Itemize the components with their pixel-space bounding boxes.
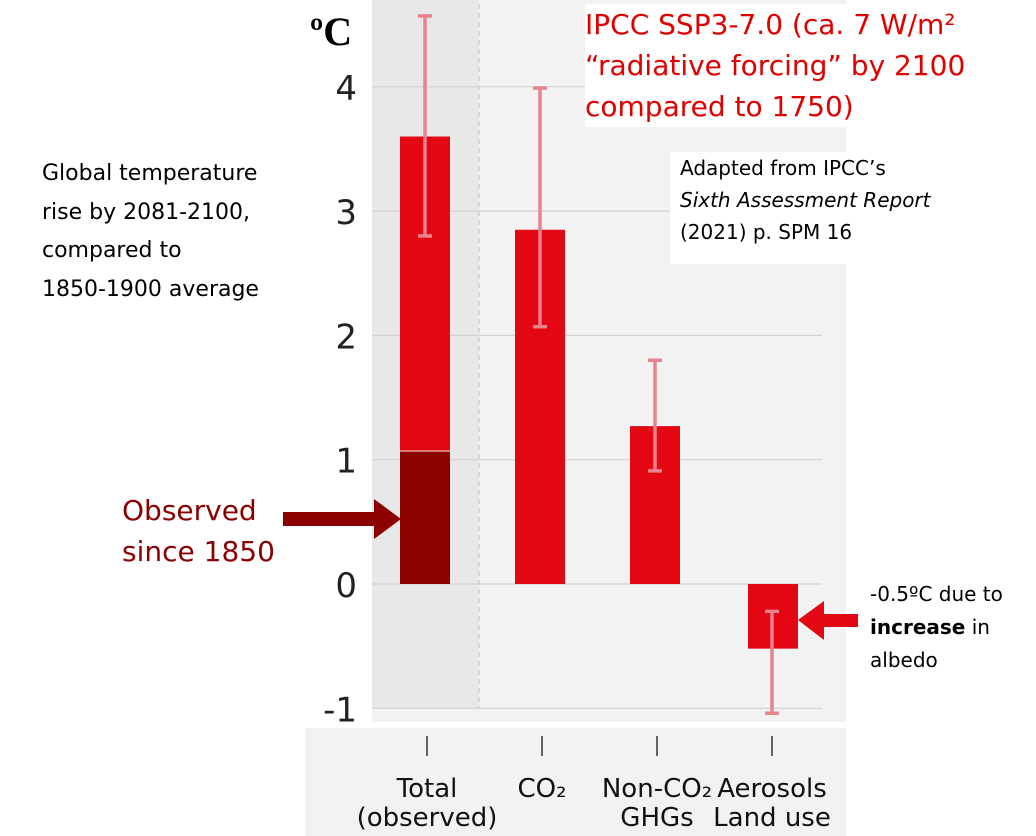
source-note: Adapted from IPCC’s Sixth Assessment Rep… [670, 152, 1000, 264]
source-note-line-3: (2021) p. SPM 16 [680, 220, 853, 244]
chart-title: IPCC SSP3-7.0 (ca. 7 W/m² “radiative for… [585, 4, 1030, 127]
description-line-4: 1850-1900 average [42, 276, 259, 302]
albedo-callout-line-3: albedo [870, 648, 938, 672]
y-tick-label: 4 [335, 69, 357, 109]
y-tick-label: -1 [323, 690, 357, 730]
y-tick-label: 0 [335, 566, 357, 606]
albedo-callout-line-1: -0.5ºC due to [870, 582, 1003, 606]
y-tick-label: 3 [335, 193, 357, 233]
y-axis-unit-label: ºC [310, 9, 353, 54]
observed-arrow-shaft [283, 512, 376, 526]
chart-title-line-1: IPCC SSP3-7.0 (ca. 7 W/m² [585, 8, 956, 41]
x-tick-label-line-2: (observed) [357, 803, 498, 833]
chart-title-line-3: compared to 1750) [585, 90, 854, 123]
description-line-3: compared to [42, 238, 182, 263]
x-tick-label-line-2: GHGs [620, 803, 693, 833]
albedo-callout-line-2-rest: in [965, 615, 990, 639]
description-line-1: Global temperature [42, 161, 258, 186]
albedo-callout: -0.5ºC due to increase in albedo [870, 578, 1003, 677]
source-note-line-1: Adapted from IPCC’s [680, 156, 886, 180]
chart-title-line-2: “radiative forcing” by 2100 [585, 49, 966, 82]
x-tick-label: Total [396, 774, 458, 804]
observed-callout-line-2: since 1850 [122, 535, 275, 568]
observed-arrow-head [374, 499, 401, 539]
x-tick-label: CO₂ [517, 774, 566, 804]
albedo-callout-bold-word: increase [870, 615, 966, 639]
description-line-2: rise by 2081-2100, [42, 199, 251, 225]
x-tick-label: Non-CO₂ [602, 774, 712, 804]
albedo-arrow-shaft [822, 614, 858, 627]
axis-corner-panel [305, 728, 361, 836]
observed-callout: Observed since 1850 [122, 490, 275, 572]
source-note-line-2: Sixth Assessment Report [680, 188, 931, 212]
x-axis-panel [361, 728, 846, 836]
observed-callout-line-1: Observed [122, 494, 257, 527]
albedo-arrow-head [798, 601, 824, 640]
observed-bar-segment [400, 450, 450, 584]
y-tick-label: 2 [335, 317, 357, 357]
x-tick-label-line-2: Land use [713, 803, 831, 833]
x-tick-label: Aerosols [717, 774, 827, 804]
y-tick-label: 1 [335, 442, 357, 482]
chart-description: Global temperature rise by 2081-2100, co… [42, 155, 259, 309]
albedo-callout-line-2: increase in [870, 611, 1003, 644]
